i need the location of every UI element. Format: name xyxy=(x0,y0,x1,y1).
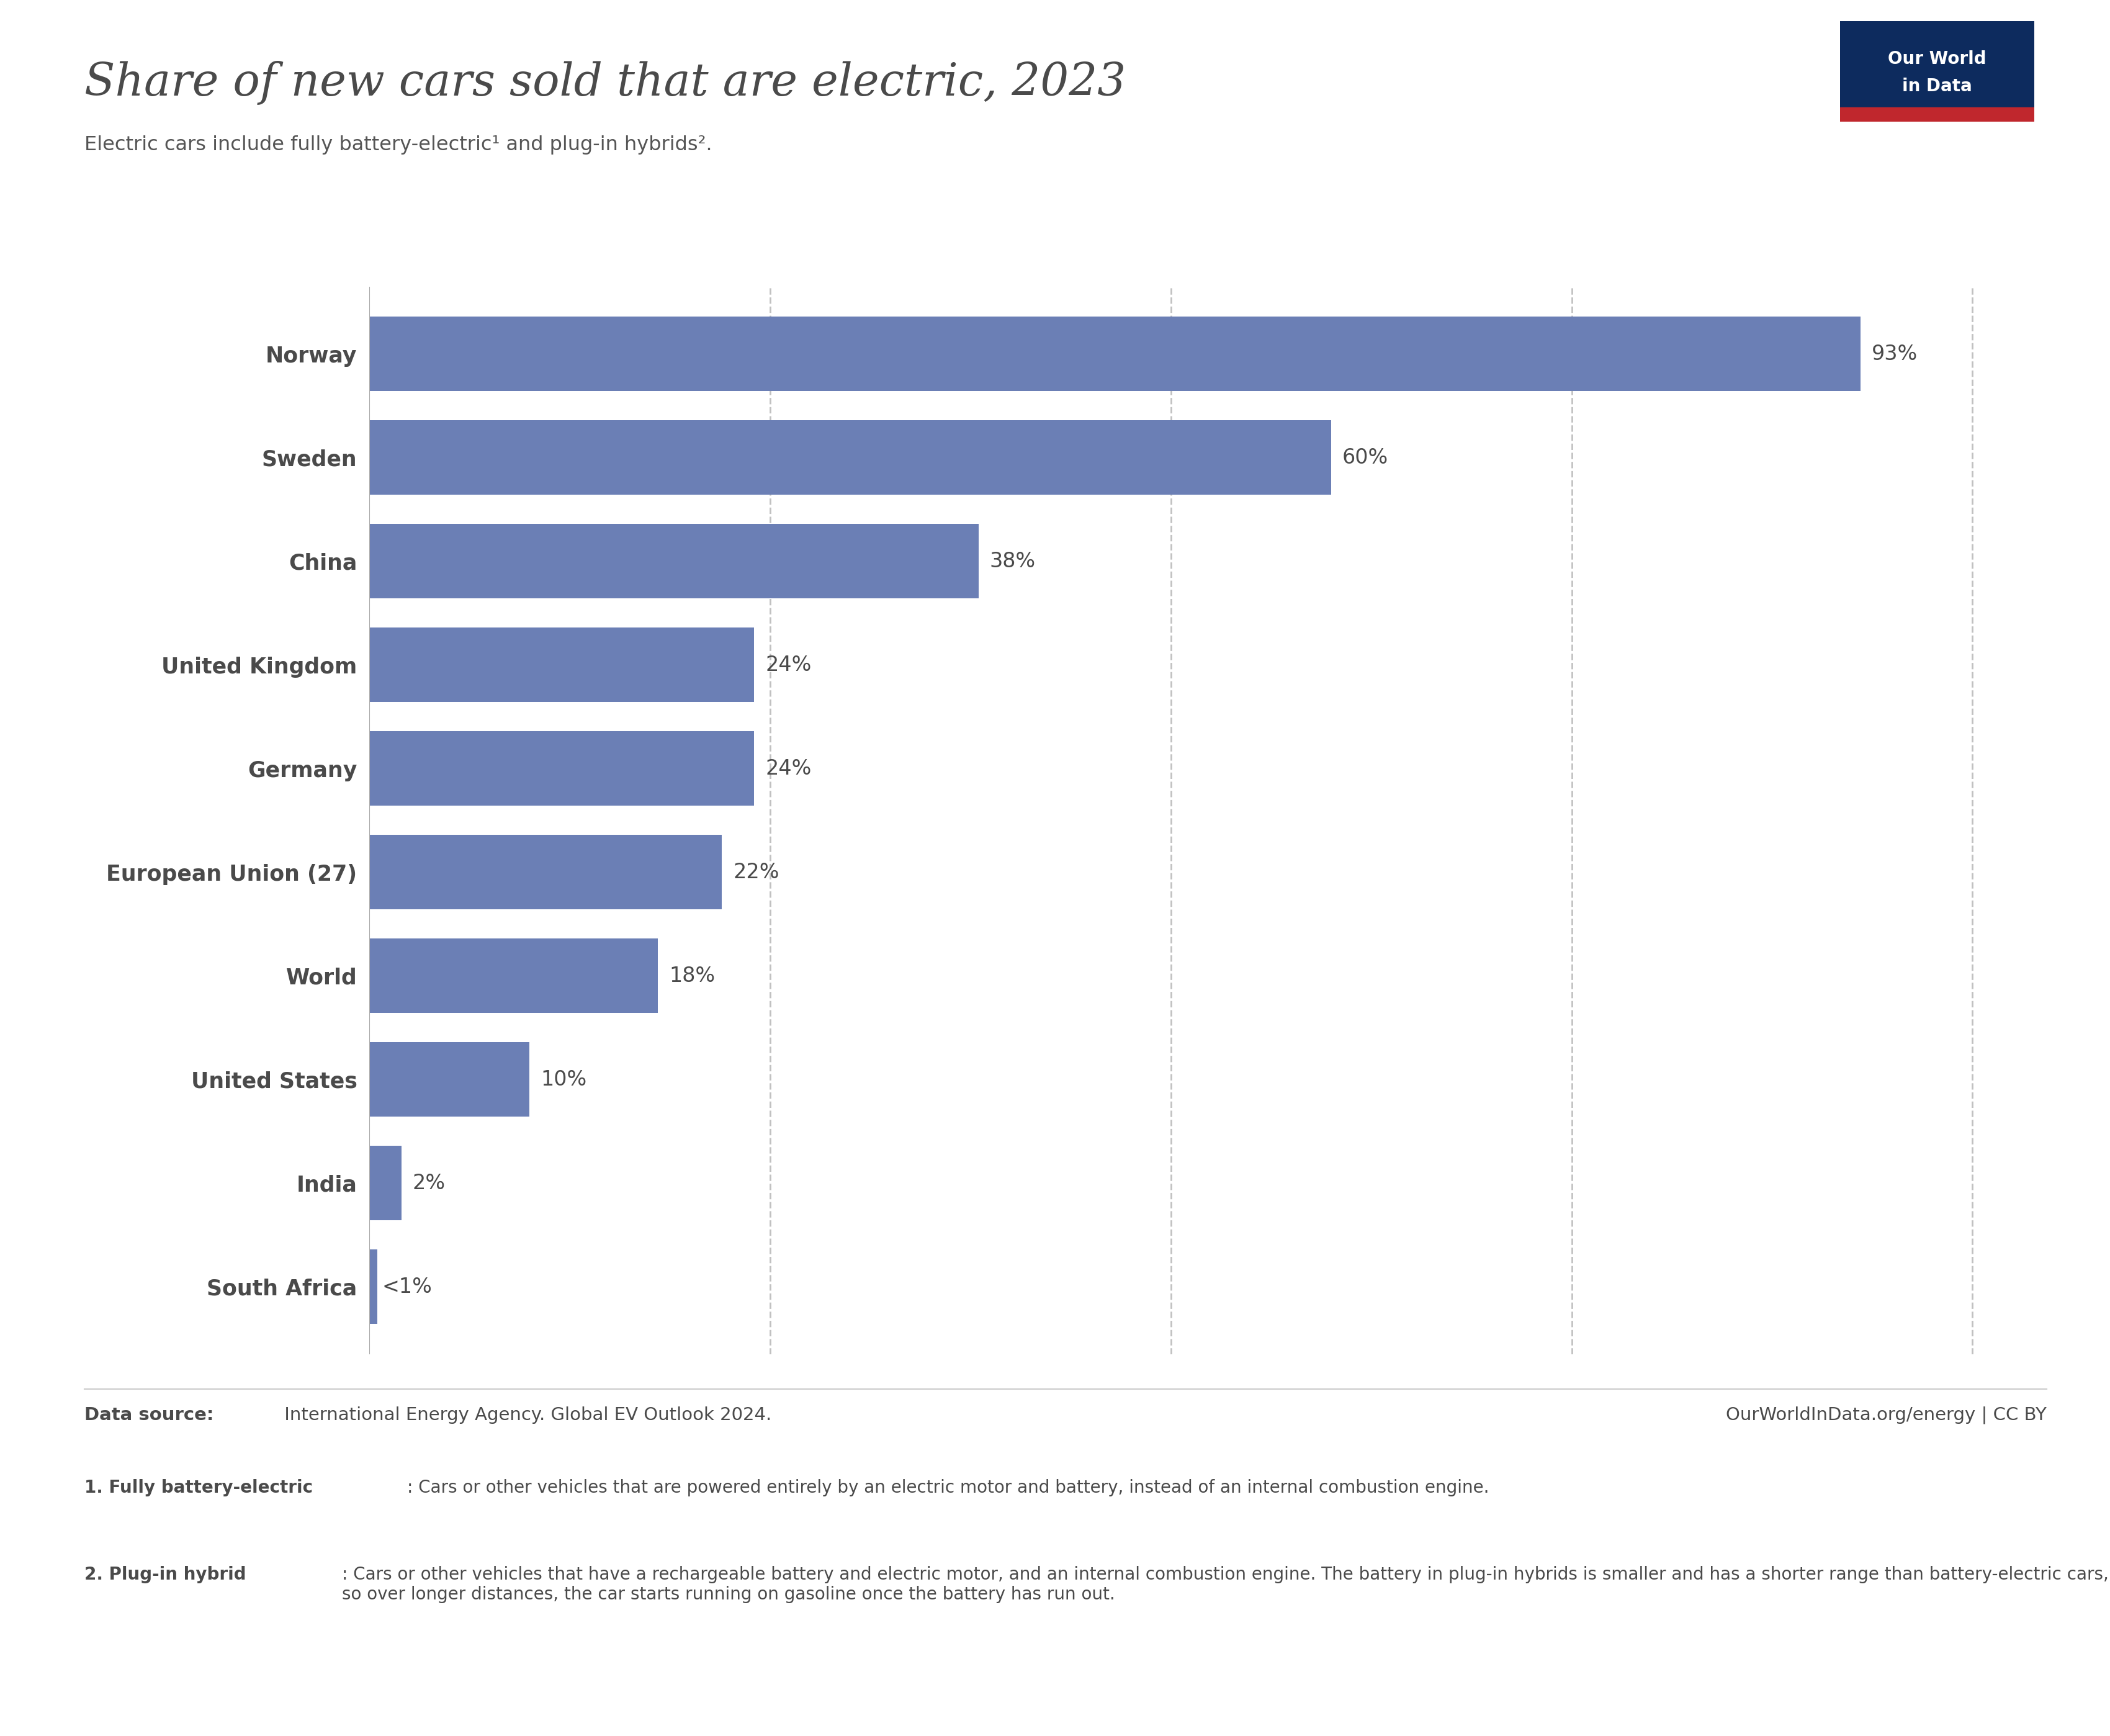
Bar xyxy=(369,316,1861,391)
Text: 2. Plug-in hybrid: 2. Plug-in hybrid xyxy=(84,1566,247,1583)
Text: 38%: 38% xyxy=(990,550,1036,571)
Text: Our World: Our World xyxy=(1888,50,1986,68)
Bar xyxy=(369,420,1331,495)
Bar xyxy=(369,1042,530,1116)
Text: Data source:: Data source: xyxy=(84,1406,213,1424)
Bar xyxy=(369,731,753,806)
Text: : Cars or other vehicles that are powered entirely by an electric motor and batt: : Cars or other vehicles that are powere… xyxy=(407,1479,1490,1496)
Text: Share of new cars sold that are electric, 2023: Share of new cars sold that are electric… xyxy=(84,61,1127,104)
Bar xyxy=(369,939,658,1014)
Text: 1. Fully battery-electric: 1. Fully battery-electric xyxy=(84,1479,312,1496)
Text: 22%: 22% xyxy=(732,861,779,882)
Bar xyxy=(1840,108,2034,122)
Text: OurWorldInData.org/energy | CC BY: OurWorldInData.org/energy | CC BY xyxy=(1726,1406,2047,1424)
Text: : Cars or other vehicles that have a rechargeable battery and electric motor, an: : Cars or other vehicles that have a rec… xyxy=(342,1566,2108,1604)
Text: Electric cars include fully battery-electric¹ and plug-in hybrids².: Electric cars include fully battery-elec… xyxy=(84,135,713,155)
Text: 18%: 18% xyxy=(669,965,715,986)
Bar xyxy=(369,627,753,701)
Text: 24%: 24% xyxy=(766,654,812,675)
Bar xyxy=(369,1250,378,1325)
Text: 10%: 10% xyxy=(540,1069,587,1090)
Bar xyxy=(369,835,722,910)
Bar xyxy=(369,524,979,599)
Text: <1%: <1% xyxy=(382,1276,433,1297)
Text: in Data: in Data xyxy=(1901,78,1973,95)
Text: 60%: 60% xyxy=(1342,448,1388,467)
Text: International Energy Agency. Global EV Outlook 2024.: International Energy Agency. Global EV O… xyxy=(279,1406,772,1424)
Text: 93%: 93% xyxy=(1872,344,1918,365)
Text: 2%: 2% xyxy=(414,1174,445,1193)
Text: 24%: 24% xyxy=(766,759,812,779)
Bar xyxy=(369,1146,401,1220)
